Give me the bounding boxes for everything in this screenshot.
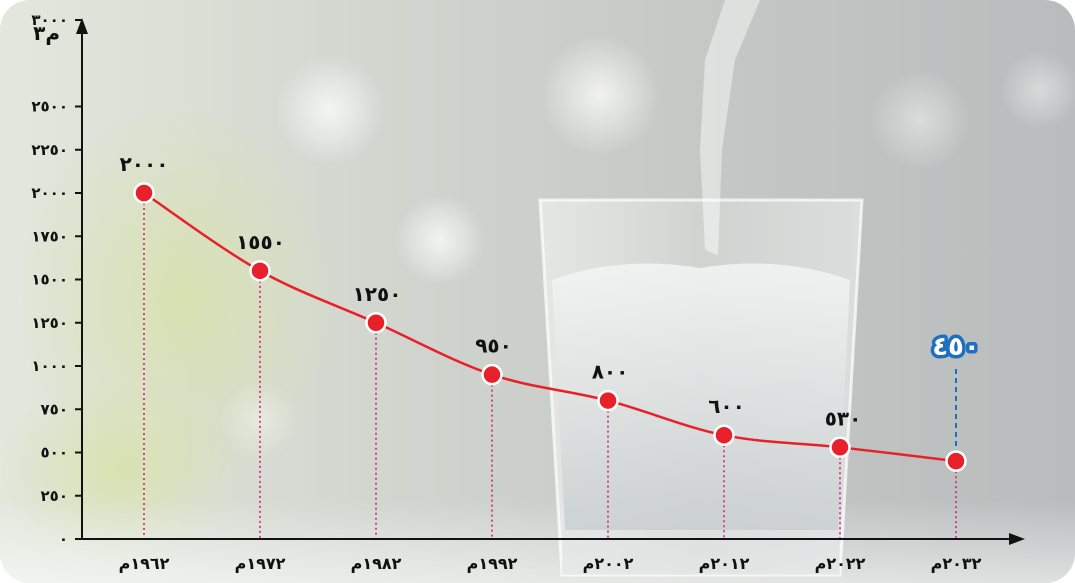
data-point (597, 389, 619, 412)
y-tick-label: ١٧٥٠ (31, 227, 68, 245)
y-tick-label: ٣٠٠٠ (31, 11, 68, 29)
glass-of-water-icon (538, 0, 864, 577)
data-point (249, 260, 271, 282)
data-label: ٢٠٠٠ (120, 152, 169, 176)
y-tick-label: ٥٠٠ (41, 444, 68, 462)
data-point (365, 312, 387, 334)
x-tick-label: ١٩٦٢م (119, 554, 170, 573)
data-label: ٨٠٠ (592, 360, 629, 384)
x-tick-label: ١٩٧٢م (235, 554, 286, 573)
y-tick-label: ١٥٠٠ (31, 271, 68, 289)
y-tick-label: ١٠٠٠ (31, 357, 68, 375)
data-label: ٩٥٠ (475, 334, 512, 358)
x-tick-label: ٢٠٣٢م (931, 554, 982, 573)
y-tick-label: ١٢٥٠ (31, 314, 68, 332)
y-tick-label: ٢٥٠ (41, 487, 68, 505)
x-tick-label: ٢٠٠٢م (583, 554, 634, 573)
y-tick-label: ٢٢٥٠ (31, 141, 68, 159)
x-tick-label: ١٩٩٢م (467, 554, 518, 573)
data-label: ٦٠٠ (708, 394, 745, 418)
data-label: ١٢٥٠ (353, 282, 402, 306)
data-label: ١٥٥٠ (236, 230, 285, 254)
data-point (713, 424, 735, 446)
data-point (829, 436, 851, 459)
x-tick-label: ١٩٨٢م (351, 554, 402, 573)
data-label-highlight: ٤٥٠ (932, 332, 980, 362)
x-tick-label: ٢٠١٢م (699, 554, 750, 573)
y-tick-label: ٢٥٠٠ (31, 98, 68, 116)
y-tick-label: ٧٥٠ (41, 400, 68, 418)
y-axis-label: م٣ (33, 21, 60, 45)
x-tick-label: ٢٠٢٢م (815, 554, 866, 573)
y-tick-label: ٠ (59, 530, 68, 548)
y-tick-label: ٢٠٠٠ (31, 184, 68, 202)
data-label: ٥٣٠ (825, 406, 862, 430)
data-point (945, 450, 967, 472)
x-axis-arrow-icon (1009, 533, 1025, 545)
data-point (481, 363, 503, 386)
data-point (133, 182, 155, 204)
y-axis-arrow-icon (76, 18, 88, 34)
